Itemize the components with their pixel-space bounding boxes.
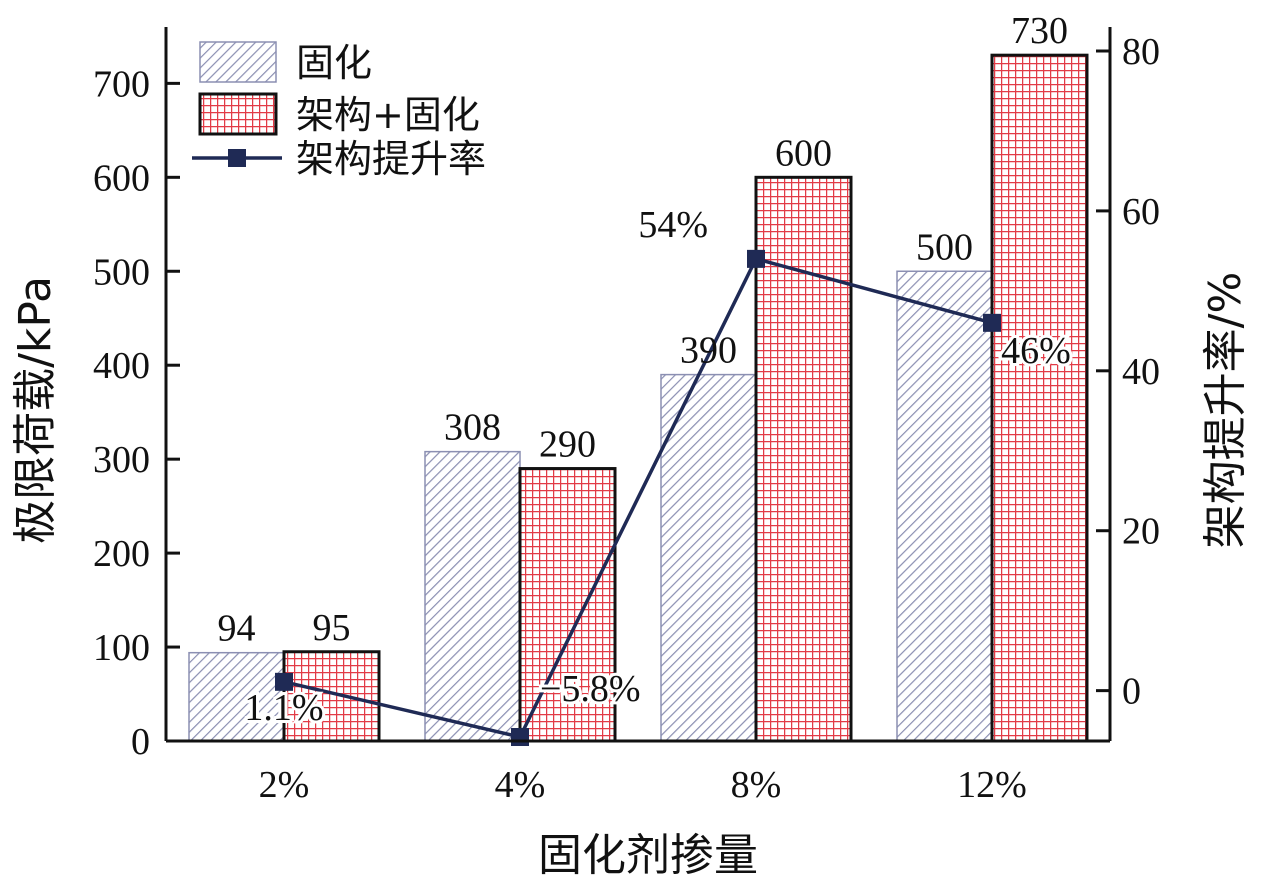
- bar-frame-solidified-12pct: [990, 53, 1089, 743]
- rate-marker-2pct: [275, 672, 293, 691]
- y2-tick-label: 80: [1122, 31, 1160, 73]
- legend-swatch-solidified: [199, 41, 277, 83]
- x-tick-label: 2%: [259, 764, 310, 806]
- y-tick-label: 100: [93, 627, 150, 669]
- x-axis-title: 固化剂掺量: [538, 830, 758, 881]
- bar-label-solidified: 94: [218, 608, 256, 650]
- legend-marker-rate: [228, 149, 246, 167]
- bar-label-frame-solidified: 290: [539, 424, 596, 466]
- x-tick-label: 4%: [495, 764, 546, 806]
- y2-tick-label: 20: [1122, 511, 1160, 553]
- y2-tick-label: 40: [1122, 351, 1160, 393]
- rate-marker-4pct: [511, 728, 529, 747]
- y-tick-label: 300: [93, 439, 150, 481]
- y-tick-label: 500: [93, 251, 150, 293]
- rate-label: −5.8%: [540, 668, 641, 710]
- bar-label-solidified: 500: [916, 226, 973, 268]
- rate-line: [283, 256, 993, 740]
- bar-label-frame-solidified: 95: [313, 607, 351, 649]
- axes-layer: 0 100 200 300 400 500 600 700 0 20 40 60 80 2% 4% 8% 12%: [93, 27, 1160, 806]
- rate-marker-8pct: [747, 249, 765, 268]
- bar-frame-solidified-4pct: [518, 467, 617, 743]
- rate-marker-12pct: [983, 313, 1001, 332]
- y-tick-label: 600: [93, 157, 150, 199]
- bar-solidified-12pct: [896, 270, 993, 742]
- legend: 固化 架构+固化 架构提升率: [192, 41, 486, 181]
- y2-axis-title: 架构提升率/%: [1200, 272, 1251, 549]
- bar-solidified-2pct: [188, 651, 285, 742]
- legend-label-frame-solidified: 架构+固化: [296, 93, 480, 137]
- rate-label: 54%: [638, 204, 708, 246]
- y-tick-label: 700: [93, 63, 150, 105]
- y-axis-title: 极限荷载/kPa: [10, 276, 61, 544]
- y2-tick-label: 0: [1122, 671, 1141, 713]
- x-tick-label: 8%: [731, 764, 782, 806]
- bar-label-solidified: 390: [680, 330, 737, 372]
- legend-swatch-frame-solidified: [198, 92, 278, 136]
- bar-label-frame-solidified: 730: [1011, 10, 1068, 52]
- bar-frame-solidified-2pct: [282, 650, 381, 743]
- bar-solidified-8pct: [660, 373, 757, 742]
- rate-label: 1.1%: [244, 687, 323, 729]
- x-tick-label: 12%: [957, 764, 1027, 806]
- bar-label-solidified: 308: [444, 407, 501, 449]
- legend-label-solidified: 固化: [296, 41, 372, 85]
- y2-tick-label: 60: [1122, 191, 1160, 233]
- y-tick-label: 400: [93, 345, 150, 387]
- bar-solidified-4pct: [424, 450, 521, 742]
- bar-label-frame-solidified: 600: [775, 132, 832, 174]
- y-tick-label: 200: [93, 533, 150, 575]
- legend-label-rate: 架构提升率: [296, 137, 486, 181]
- rate-label: 46%: [1001, 330, 1071, 372]
- y-tick-label: 0: [131, 721, 150, 763]
- labels-layer: 94 95 308 290 390 600 500 730 1.1% −5.8% 54% 46%: [218, 10, 1074, 732]
